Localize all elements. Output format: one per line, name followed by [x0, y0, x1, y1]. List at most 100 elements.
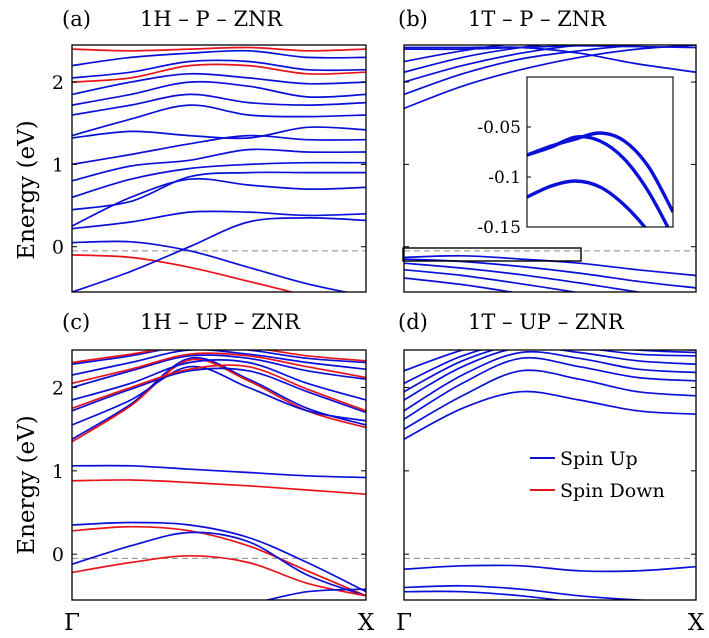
panel-d-band-6	[404, 350, 696, 412]
panel-c-ytick-label: 1	[52, 461, 64, 483]
panel-c-band-7	[72, 356, 366, 440]
panel-a-band-16	[72, 63, 366, 83]
panel-c-band-5	[72, 554, 366, 597]
panel-c-band-3	[72, 525, 366, 597]
x-tick-x-right: X	[688, 610, 705, 636]
panel-c-band-0	[72, 464, 366, 479]
panel-a-ytick-label: 1	[52, 154, 64, 176]
panel-a-band-6	[72, 161, 366, 199]
legend-label-spin-down: Spin Down	[560, 480, 665, 502]
inset-background	[527, 77, 673, 227]
inset-band-2	[527, 179, 647, 227]
panel-a-band-12	[72, 80, 366, 106]
panel-b-band-7	[404, 45, 589, 83]
panel-c-band-9	[72, 365, 366, 426]
inset-frame	[526, 76, 674, 228]
panel-a-band-14	[72, 59, 366, 79]
panel-b-frame	[403, 44, 697, 293]
panel-d-band-7	[404, 350, 696, 401]
panel-c-band-15	[72, 350, 366, 376]
panel-a-ytick-label: 0	[52, 237, 64, 259]
panel-a-label: (a)	[62, 7, 91, 31]
panel-a-band-17	[72, 46, 366, 52]
panel-c-ytick-label: 0	[52, 544, 64, 566]
panel-a-band-5	[72, 171, 366, 211]
panel-b-band-5	[404, 45, 696, 110]
panel-b-inset: -0.05 -0.1 -0.15	[477, 76, 674, 238]
panel-d-band-10	[404, 350, 696, 372]
panel-b-band-10	[404, 46, 696, 74]
panel-b-band-4	[404, 277, 517, 292]
panel-d-band-5	[404, 356, 696, 420]
panel-d-plot	[403, 349, 697, 601]
panel-a-band-2	[72, 217, 366, 292]
panel-d-band-3	[404, 390, 696, 440]
x-tick-x-left: X	[358, 610, 375, 636]
panel-c-plot: 0 1 2	[52, 349, 367, 601]
panel-c-ytick-label: 2	[52, 378, 64, 400]
panel-b-band-6	[404, 45, 649, 96]
panel-b-title: 1T – P – ZNR	[468, 7, 607, 31]
panel-c-band-12	[72, 359, 366, 401]
panel-a-plot: 0 1 2	[52, 44, 367, 293]
panel-a-band-10	[72, 104, 366, 137]
panel-d-frame	[403, 349, 697, 601]
legend-label-spin-up: Spin Up	[560, 448, 638, 470]
panel-b-label: (b)	[398, 7, 428, 31]
inset-band-1	[527, 131, 673, 213]
y-axis-label-top: Energy (eV)	[14, 120, 40, 259]
panel-c-band-8	[72, 358, 366, 443]
panel-d-label: (d)	[398, 310, 428, 334]
panel-a-band-3	[72, 210, 366, 230]
panel-d-band-4	[404, 369, 696, 430]
panel-b-band-2	[404, 262, 644, 292]
panel-c-title: 1H – UP – ZNR	[140, 310, 301, 334]
legend: Spin Up Spin Down	[530, 448, 665, 502]
panel-c-band-14	[72, 352, 366, 385]
inset-zoom-region	[402, 247, 582, 262]
x-tick-gamma-right: Γ	[396, 610, 412, 636]
panel-b-band-8	[404, 45, 548, 74]
panel-c-band-2	[72, 521, 366, 593]
panel-c-band-4	[72, 531, 366, 597]
panel-c-band-1	[72, 479, 366, 496]
inset-ytick-label: -0.15	[477, 218, 521, 238]
panel-d-title: 1T – UP – ZNR	[468, 310, 625, 334]
panel-d-bands	[404, 350, 696, 600]
panel-c-label: (c)	[62, 310, 90, 334]
panel-a-band-4	[72, 177, 366, 227]
y-axis-label-bottom: Energy (eV)	[14, 415, 40, 554]
panel-a-band-0	[72, 240, 350, 292]
x-tick-gamma-left: Γ	[64, 610, 80, 636]
panel-c-band-11	[72, 364, 366, 412]
panel-a-band-1	[72, 254, 295, 292]
panel-c-band-17	[72, 350, 366, 364]
panel-a-band-8	[72, 134, 366, 166]
panel-b-band-3	[404, 268, 580, 292]
panel-c-band-13	[72, 354, 366, 389]
panel-d-band-8	[404, 350, 696, 393]
panel-d-band-2	[404, 590, 565, 600]
panel-d-band-1	[404, 584, 655, 600]
panel-a-ytick-label: 2	[52, 72, 64, 94]
panel-b-band-11	[404, 45, 696, 51]
panel-a-frame	[71, 44, 367, 293]
inset-bands	[527, 131, 673, 227]
panel-b-band-9	[404, 45, 508, 63]
panel-a-band-15	[72, 49, 366, 67]
panel-c-frame	[71, 349, 367, 601]
panel-c-band-10	[72, 367, 366, 414]
panel-a-band-7	[72, 148, 366, 182]
panel-c-band-6	[72, 588, 366, 600]
panel-a-band-11	[72, 93, 366, 116]
panel-d-band-0	[404, 564, 696, 573]
panel-a-band-9	[72, 126, 366, 140]
panel-a-band-13	[72, 72, 366, 96]
panel-c-band-16	[72, 350, 366, 366]
inset-ytick-label: -0.1	[488, 168, 521, 188]
panel-a-bands	[72, 46, 366, 292]
panel-a-title: 1H – P – ZNR	[140, 7, 283, 31]
inset-ytick-label: -0.05	[477, 118, 521, 138]
panel-b-band-0	[404, 254, 696, 277]
